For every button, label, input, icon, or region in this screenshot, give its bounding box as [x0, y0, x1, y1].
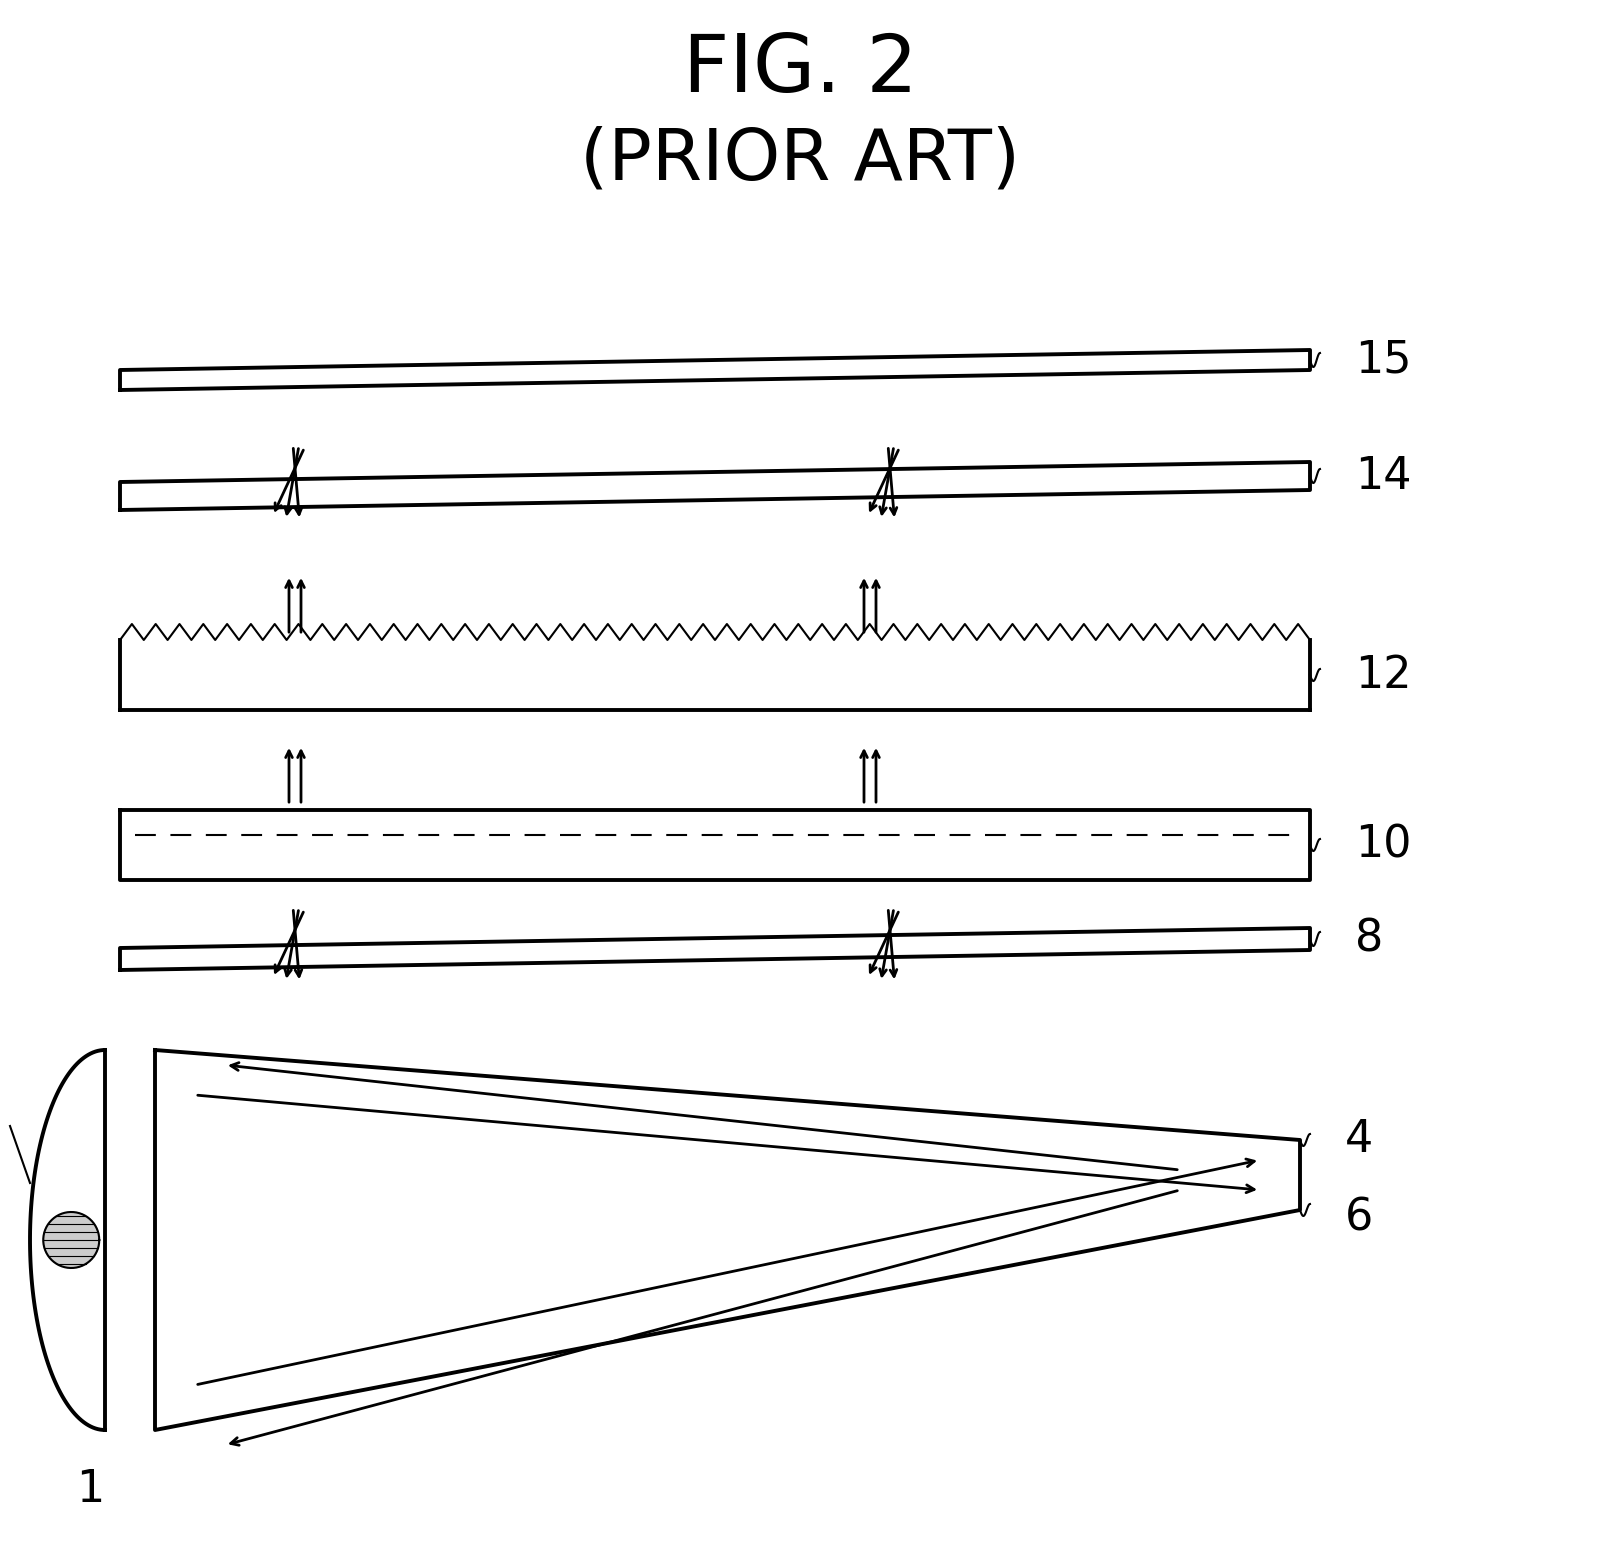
Text: 8: 8 — [1354, 918, 1383, 960]
Polygon shape — [120, 929, 1310, 971]
Polygon shape — [120, 640, 1310, 710]
Text: 1: 1 — [75, 1469, 104, 1511]
Text: 10: 10 — [1354, 824, 1412, 866]
Polygon shape — [30, 1050, 106, 1430]
Text: 6: 6 — [1345, 1197, 1374, 1240]
Text: 4: 4 — [1345, 1119, 1374, 1162]
Text: FIG. 2: FIG. 2 — [682, 31, 917, 109]
Polygon shape — [120, 810, 1310, 880]
Text: 15: 15 — [1354, 338, 1412, 382]
Text: 14: 14 — [1354, 455, 1412, 497]
Polygon shape — [120, 463, 1310, 509]
Text: (PRIOR ART): (PRIOR ART) — [580, 126, 1020, 195]
Text: 12: 12 — [1354, 653, 1412, 696]
Polygon shape — [120, 351, 1310, 390]
Polygon shape — [43, 1212, 99, 1268]
Polygon shape — [155, 1050, 1300, 1430]
